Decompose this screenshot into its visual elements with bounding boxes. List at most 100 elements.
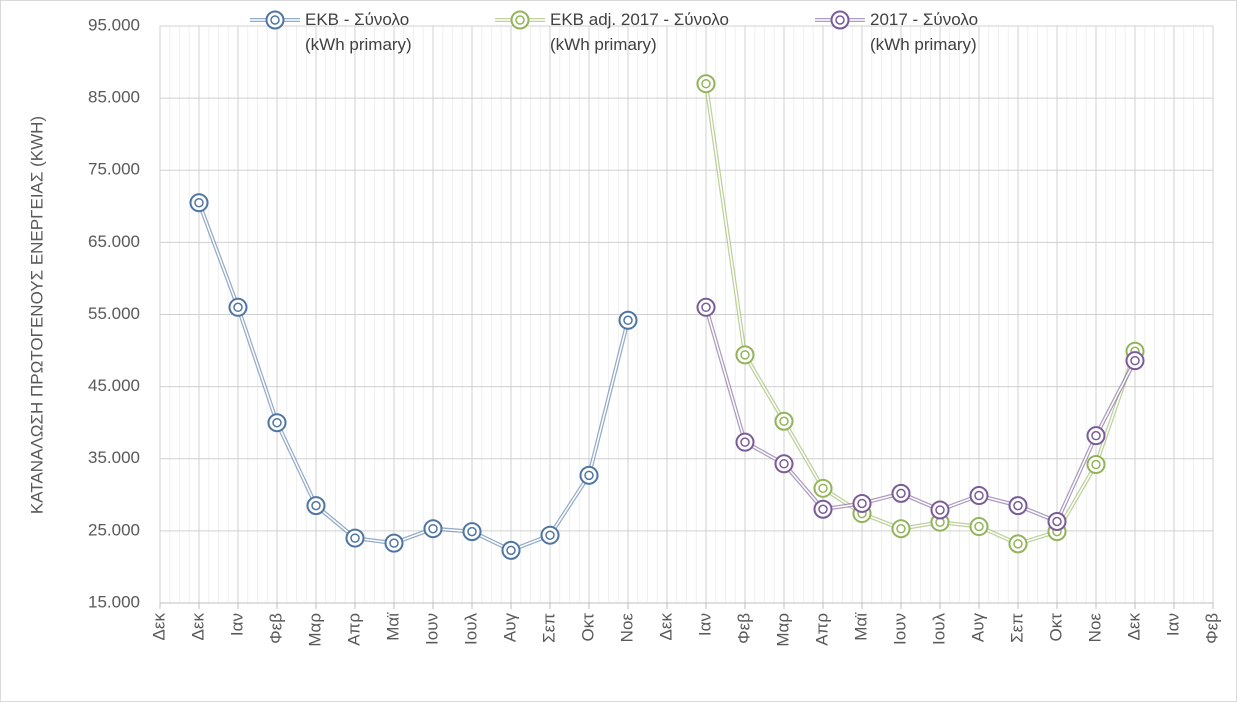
marker-outer [774, 454, 794, 474]
marker-outer [813, 499, 833, 519]
marker-outer [1086, 426, 1106, 446]
x-tick-label: Νοε [1085, 613, 1104, 643]
marker-inner [701, 78, 711, 89]
marker-outer [501, 540, 521, 560]
marker-outer [423, 519, 443, 539]
marker-inner [428, 523, 438, 534]
x-tick-label: Αυγ [500, 613, 519, 643]
marker-outer [852, 493, 872, 513]
marker-inner [467, 526, 477, 537]
marker-outer [735, 432, 755, 452]
x-tick-label: Ιουλ [929, 613, 948, 645]
marker-outer [813, 478, 833, 498]
marker [423, 519, 443, 539]
y-tick-label: 35.000 [88, 448, 140, 467]
x-tick-label: Σεπ [1007, 613, 1026, 643]
marker [462, 522, 482, 542]
legend-marker-inner [515, 15, 525, 25]
marker-inner [1091, 459, 1101, 470]
y-tick-label: 75.000 [88, 160, 140, 179]
x-tick-label: Μαϊ [383, 612, 402, 641]
marker [228, 297, 248, 317]
x-tick-label: Μαρ [773, 613, 792, 647]
marker [189, 193, 209, 213]
marker-inner [779, 459, 789, 469]
marker [501, 540, 521, 560]
marker [696, 297, 716, 317]
marker-inner [350, 533, 360, 543]
marker-inner [1052, 516, 1062, 527]
marker-outer [345, 528, 365, 548]
marker-outer [735, 345, 755, 365]
y-tick-label: 95.000 [88, 15, 140, 34]
marker [1047, 511, 1067, 531]
marker [1086, 426, 1106, 446]
marker [618, 310, 638, 330]
x-tick-label: Οκτ [578, 613, 597, 642]
legend-label: ΕΚΒ - Σύνολο (kWh primary) [305, 10, 412, 54]
x-tick-label: Δεκ [656, 613, 675, 641]
marker-inner [1013, 500, 1023, 511]
marker [774, 411, 794, 431]
marker-inner [935, 505, 945, 515]
x-tick-label: Φεβ [266, 613, 285, 644]
marker [540, 525, 560, 545]
marker-inner [779, 416, 789, 426]
y-tick-label: 25.000 [88, 520, 140, 539]
marker-inner [896, 488, 906, 499]
marker-outer [891, 519, 911, 539]
marker-outer [696, 297, 716, 317]
x-tick-label: Απρ [344, 613, 363, 646]
x-tick-label: Αυγ [968, 613, 987, 643]
marker [891, 483, 911, 503]
marker-inner [974, 521, 984, 532]
y-tick-label: 15.000 [88, 592, 140, 611]
marker-inner [701, 302, 711, 313]
marker [696, 74, 716, 94]
x-tick-label: Φεβ [1202, 613, 1221, 644]
marker-inner [233, 302, 243, 313]
marker-outer [189, 193, 209, 213]
marker-outer [462, 522, 482, 542]
x-tick-label: Μαρ [305, 613, 324, 647]
legend-marker-inner [835, 15, 845, 25]
x-tick-label: Ιαν [695, 613, 714, 636]
marker-inner [974, 490, 984, 501]
marker [813, 478, 833, 498]
marker-inner [584, 470, 594, 481]
x-tick-label: Δεκ [1124, 613, 1143, 641]
marker-inner [740, 350, 750, 360]
marker [1008, 496, 1028, 516]
marker-outer [579, 465, 599, 485]
marker [306, 496, 326, 516]
x-tick-label: Οκτ [1046, 613, 1065, 642]
marker-outer [1086, 455, 1106, 475]
marker-outer [618, 310, 638, 330]
marker [1125, 351, 1145, 371]
marker-inner [1091, 430, 1101, 441]
marker-outer [774, 411, 794, 431]
x-tick-label: Φεβ [734, 613, 753, 644]
marker-inner [272, 417, 282, 428]
x-tick-label: Ιουν [422, 613, 441, 645]
marker-outer [1125, 351, 1145, 371]
marker-inner [740, 437, 750, 447]
marker [579, 465, 599, 485]
legend-label: 2017 - Σύνολο (kWh primary) [870, 10, 979, 54]
marker-inner [818, 483, 828, 494]
marker-outer [696, 74, 716, 94]
y-tick-label: 45.000 [88, 376, 140, 395]
marker [969, 517, 989, 537]
x-tick-label: Ιουλ [461, 613, 480, 645]
legend-marker-inner [270, 15, 280, 25]
marker-inner [545, 530, 555, 540]
marker-inner [818, 504, 828, 514]
marker [891, 519, 911, 539]
marker-inner [389, 538, 399, 548]
legend-marker [830, 10, 850, 30]
marker-inner [506, 545, 516, 556]
legend-label: ΕΚΒ adj. 2017 - Σύνολο (kWh primary) [550, 10, 729, 54]
series-line-inner [198, 202, 629, 552]
x-tick-label: Δεκ [149, 613, 168, 641]
